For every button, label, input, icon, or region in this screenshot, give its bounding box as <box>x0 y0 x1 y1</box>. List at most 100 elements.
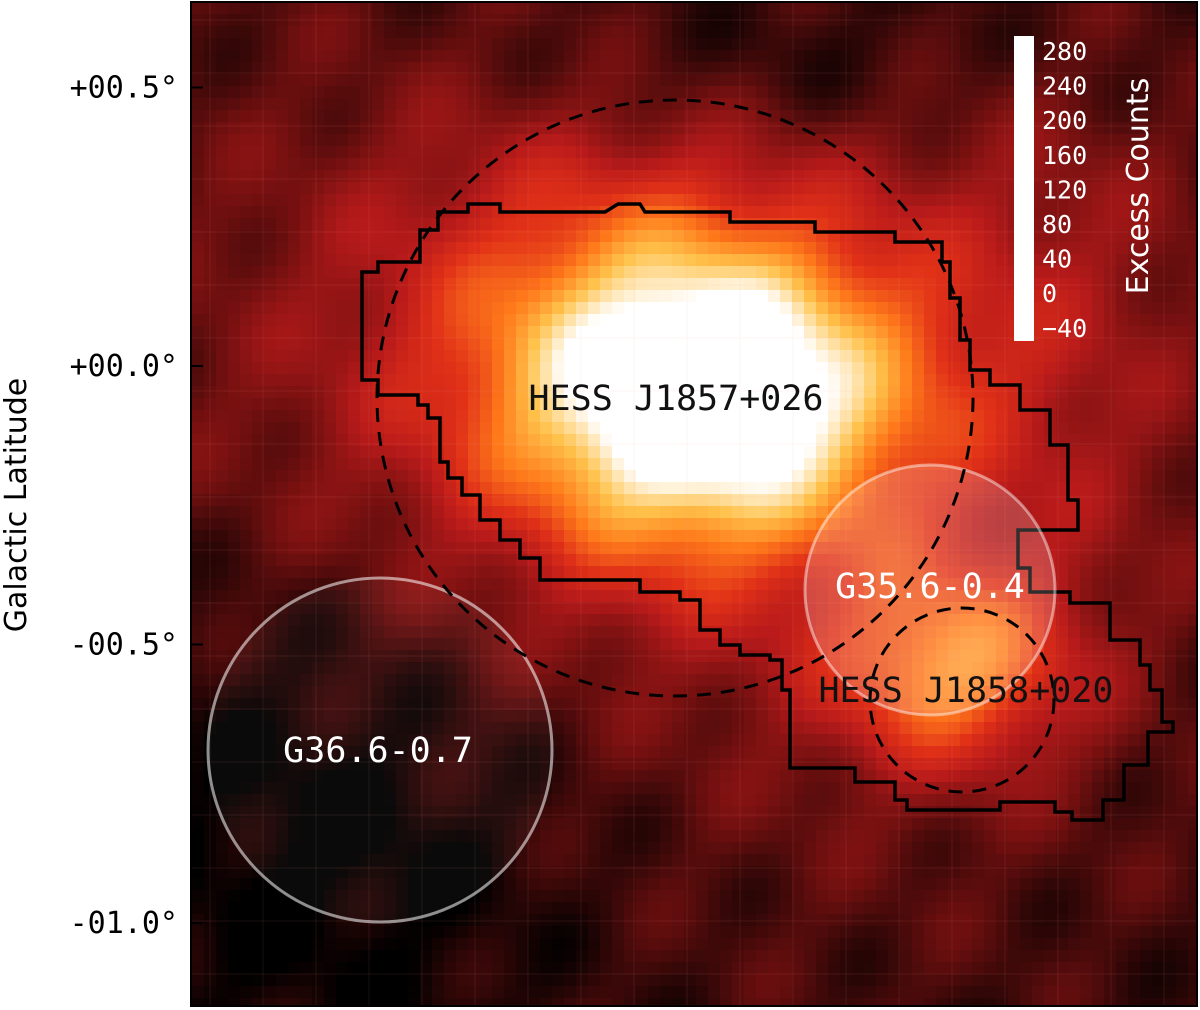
heatmap-cell <box>756 38 769 51</box>
heatmap-cell <box>228 446 241 459</box>
heatmap-cell <box>1188 182 1197 195</box>
heatmap-cell <box>576 74 589 87</box>
heatmap-cell <box>624 146 637 159</box>
heatmap-cell <box>684 662 697 675</box>
heatmap-cell <box>1116 518 1129 531</box>
heatmap-cell <box>1092 434 1105 447</box>
heatmap-cell <box>192 254 205 267</box>
heatmap-cell <box>324 86 337 99</box>
heatmap-cell <box>768 314 781 327</box>
heatmap-cell <box>936 506 949 519</box>
heatmap-cell <box>828 194 841 207</box>
heatmap-cell <box>840 314 853 327</box>
heatmap-cell <box>528 518 541 531</box>
heatmap-cell <box>276 314 289 327</box>
heatmap-cell <box>1020 530 1033 543</box>
heatmap-cell <box>924 134 937 147</box>
heatmap-cell <box>1188 674 1197 687</box>
heatmap-cell <box>1116 506 1129 519</box>
heatmap-cell <box>504 554 517 567</box>
heatmap-cell <box>996 26 1009 39</box>
heatmap-cell <box>564 50 577 63</box>
heatmap-cell <box>816 302 829 315</box>
heatmap-cell <box>588 314 601 327</box>
heatmap-cell <box>732 434 745 447</box>
heatmap-cell <box>1092 518 1105 531</box>
heatmap-cell <box>552 314 565 327</box>
heatmap-cell <box>1128 674 1141 687</box>
heatmap-cell <box>1020 26 1033 39</box>
heatmap-cell <box>1032 182 1045 195</box>
heatmap-cell <box>696 158 709 171</box>
heatmap-cell <box>456 74 469 87</box>
heatmap-cell <box>348 158 361 171</box>
heatmap-cell <box>1188 230 1197 243</box>
heatmap-cell <box>636 470 649 483</box>
heatmap-cell <box>528 350 541 363</box>
heatmap-cell <box>984 494 997 507</box>
heatmap-cell <box>960 554 973 567</box>
heatmap-cell <box>240 2 253 15</box>
heatmap-cell <box>504 350 517 363</box>
heatmap-cell <box>708 458 721 471</box>
heatmap-cell <box>1020 2 1033 15</box>
heatmap-cell <box>756 398 769 411</box>
heatmap-cell <box>864 2 877 15</box>
heatmap-cell <box>1068 578 1081 591</box>
heatmap-cell <box>936 494 949 507</box>
heatmap-cell <box>252 242 265 255</box>
heatmap-cell <box>1068 542 1081 555</box>
heatmap-cell <box>336 266 349 279</box>
heatmap-cell <box>312 314 325 327</box>
heatmap-cell <box>660 122 673 135</box>
heatmap-cell <box>336 554 349 567</box>
heatmap-cell <box>504 134 517 147</box>
heatmap-cell <box>516 74 529 87</box>
heatmap-cell <box>876 446 889 459</box>
heatmap-cell <box>216 374 229 387</box>
heatmap-cell <box>228 410 241 423</box>
heatmap-cell <box>192 290 205 303</box>
heatmap-cell <box>732 2 745 15</box>
heatmap-cell <box>324 206 337 219</box>
heatmap-cell <box>984 98 997 111</box>
heatmap-cell <box>876 278 889 291</box>
heatmap-cell <box>744 566 757 579</box>
heatmap-cell <box>588 134 601 147</box>
heatmap-cell <box>288 470 301 483</box>
heatmap-cell <box>852 122 865 135</box>
heatmap-cell <box>912 182 925 195</box>
heatmap-cell <box>192 686 205 699</box>
heatmap-cell <box>492 494 505 507</box>
heatmap-cell <box>444 494 457 507</box>
heatmap-cell <box>564 398 577 411</box>
heatmap-cell <box>900 290 913 303</box>
heatmap-cell <box>1104 590 1117 603</box>
heatmap-cell <box>936 134 949 147</box>
heatmap-cell <box>552 14 565 27</box>
heatmap-cell <box>1152 254 1165 267</box>
heatmap-cell <box>324 14 337 27</box>
heatmap-cell <box>372 86 385 99</box>
heatmap-cell <box>972 434 985 447</box>
heatmap-cell <box>636 446 649 459</box>
heatmap-cell <box>372 206 385 219</box>
heatmap-cell <box>396 2 409 15</box>
heatmap-cell <box>216 458 229 471</box>
heatmap-cell <box>672 158 685 171</box>
heatmap-cell <box>864 374 877 387</box>
heatmap-cell <box>624 326 637 339</box>
heatmap-cell <box>732 362 745 375</box>
heatmap-cell <box>696 626 709 639</box>
heatmap-cell <box>504 446 517 459</box>
heatmap-cell <box>204 458 217 471</box>
heatmap-cell <box>852 86 865 99</box>
heatmap-cell <box>732 74 745 87</box>
heatmap-cell <box>648 614 661 627</box>
heatmap-cell <box>480 542 493 555</box>
heatmap-cell <box>432 14 445 27</box>
heatmap-cell <box>564 410 577 423</box>
heatmap-cell <box>1176 566 1189 579</box>
heatmap-cell <box>888 386 901 399</box>
heatmap-cell <box>852 170 865 183</box>
